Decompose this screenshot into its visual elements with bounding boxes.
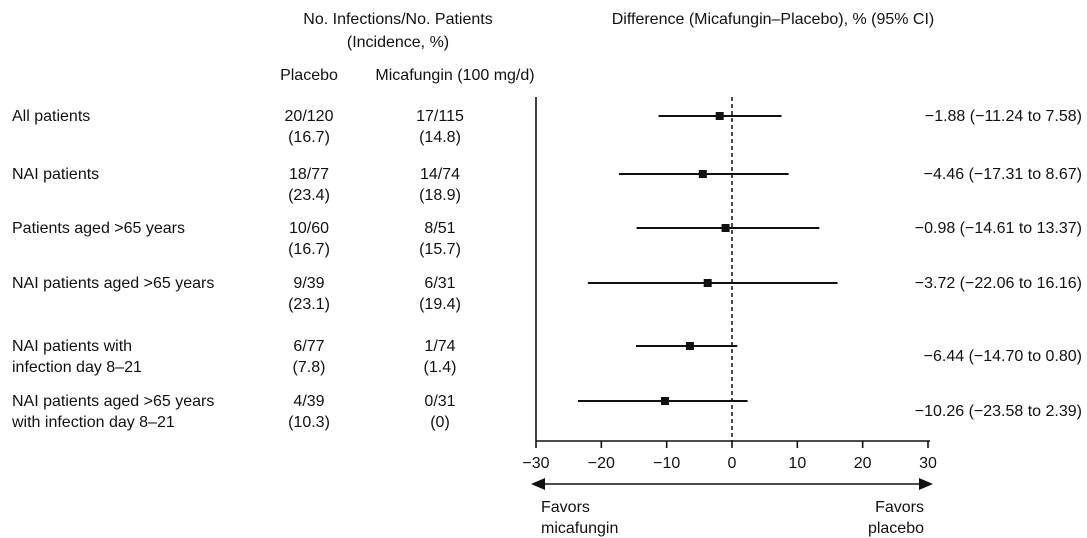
ci-marks [577,112,838,405]
x-tick-label: 20 [854,455,872,472]
placebo-count: 6/77 [293,338,324,355]
micafungin-count: 14/74 [420,166,460,183]
x-axis-ticks: −30 −20 −10 0 10 20 30 [522,441,937,472]
placebo-count: 20/120 [285,108,334,125]
favors-micafungin-line1: Favors [541,499,590,516]
x-tick-label: 30 [919,455,937,472]
arrow-left-head-icon [531,478,545,490]
table-rows: All patients 20/120 (16.7) 17/115 (14.8) −1.8… [11,108,1082,431]
difference-ci-label: −3.72 (−22.06 to 16.16) [915,275,1082,292]
placebo-incidence: (10.3) [288,414,330,431]
plot-area: −30 −20 −10 0 10 20 30 [522,97,937,472]
difference-ci-label: −4.46 (−17.31 to 8.67) [924,166,1082,183]
placebo-column-header: Placebo [280,67,338,84]
row-label: NAI patients with [12,338,132,355]
row-label: NAI patients [12,166,99,183]
micafungin-count: 0/31 [424,393,455,410]
favors-placebo-line1: Favors [875,499,924,516]
favors-micafungin-line2: micafungin [541,520,618,537]
favors-arrow [531,478,933,490]
micafungin-incidence: (18.9) [419,187,461,204]
point-estimate-marker [703,279,712,287]
counts-header-line2: (Incidence, %) [347,34,449,51]
point-estimate-marker [660,397,669,405]
difference-ci-label: −1.88 (−11.24 to 7.58) [925,108,1082,125]
micafungin-incidence: (1.4) [424,359,457,376]
row-label: All patients [12,108,90,125]
row-label: NAI patients aged >65 years [12,393,214,410]
placebo-count: 18/77 [289,166,329,183]
row-label: Patients aged >65 years [12,220,185,237]
placebo-incidence: (23.1) [288,296,330,313]
difference-ci-label: −10.26 (−23.58 to 2.39) [915,403,1082,420]
table-row: All patients 20/120 (16.7) 17/115 (14.8) −1.8… [12,108,1082,146]
table-row: NAI patients 18/77 (23.4) 14/74 (18.9) −4.46 … [12,166,1082,204]
placebo-incidence: (23.4) [288,187,330,204]
arrow-right-head-icon [919,478,933,490]
micafungin-count: 6/31 [424,275,455,292]
table-row: NAI patients aged >65 years 9/39 (23.1) 6/3… [12,275,1082,313]
point-estimate-marker [685,342,694,350]
point-estimate-marker [715,112,724,120]
table-row: Patients aged >65 years 10/60 (16.7) 8/51 (1… [12,220,1082,258]
difference-ci-label: −6.44 (−14.70 to 0.80) [924,348,1082,365]
row-label: infection day 8–21 [12,359,142,376]
favors-placebo-line2: placebo [868,520,924,537]
placebo-count: 9/39 [293,275,324,292]
micafungin-count: 8/51 [424,220,455,237]
micafungin-count: 1/74 [424,338,455,355]
table-row: NAI patients with infection day 8–21 6/77 (… [12,338,1082,376]
difference-header: Difference (Micafungin–Placebo), % (95% … [612,11,935,28]
placebo-count: 10/60 [289,220,329,237]
placebo-count: 4/39 [293,393,324,410]
row-label: with infection day 8–21 [11,414,175,431]
placebo-incidence: (7.8) [293,359,326,376]
x-tick-label: 0 [728,455,737,472]
placebo-incidence: (16.7) [288,129,330,146]
x-tick-label: −20 [588,455,615,472]
table-row: NAI patients aged >65 years with infectio… [11,393,1082,431]
x-tick-label: −30 [522,455,549,472]
micafungin-incidence: (19.4) [419,296,461,313]
x-tick-label: 10 [788,455,806,472]
micafungin-incidence: (14.8) [419,129,461,146]
micafungin-count: 17/115 [416,108,464,125]
micafungin-column-header: Micafungin (100 mg/d) [375,67,534,84]
point-estimate-marker [698,170,707,178]
x-tick-label: −10 [653,455,680,472]
placebo-incidence: (16.7) [288,241,330,258]
difference-ci-label: −0.98 (−14.61 to 13.37) [915,220,1082,237]
micafungin-incidence: (0) [430,414,450,431]
point-estimate-marker [721,224,730,232]
micafungin-incidence: (15.7) [419,241,461,258]
row-label: NAI patients aged >65 years [12,275,214,292]
counts-header-line1: No. Infections/No. Patients [303,11,492,28]
